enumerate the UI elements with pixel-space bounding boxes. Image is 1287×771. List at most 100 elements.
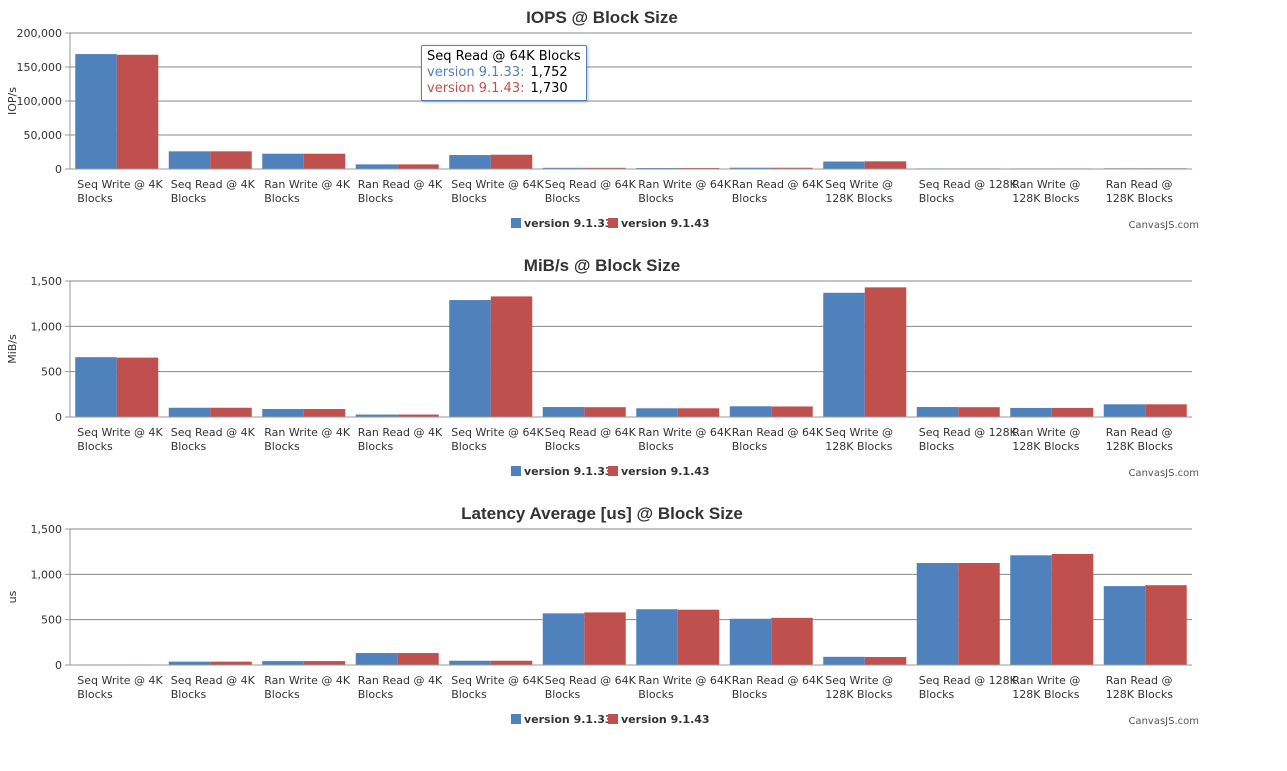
x-tick-label: Ran Read @ bbox=[1106, 426, 1173, 439]
bar bbox=[729, 167, 772, 169]
x-tick-label: Blocks bbox=[919, 440, 955, 453]
x-tick-label: Blocks bbox=[264, 440, 300, 453]
x-tick-label: Seq Write @ 64K bbox=[451, 674, 544, 687]
y-tick-label: 1,500 bbox=[31, 523, 63, 536]
bar bbox=[864, 657, 907, 665]
bar bbox=[1103, 586, 1146, 665]
x-tick-label: Seq Read @ 4K bbox=[171, 674, 256, 687]
bar bbox=[490, 296, 533, 417]
bar bbox=[584, 612, 626, 665]
legend-label: version 9.1.33 bbox=[524, 465, 613, 478]
x-tick-label: Ran Read @ 64K bbox=[732, 178, 824, 191]
x-tick-label: Ran Write @ 64K bbox=[638, 426, 732, 439]
bar bbox=[397, 164, 439, 169]
y-tick-label: 0 bbox=[55, 411, 62, 424]
bar bbox=[355, 164, 398, 169]
bar bbox=[958, 407, 1000, 417]
bar bbox=[729, 618, 772, 665]
bar bbox=[1010, 555, 1052, 665]
x-tick-label: Blocks bbox=[451, 192, 487, 205]
x-tick-label: Blocks bbox=[638, 688, 674, 701]
bar bbox=[210, 661, 252, 665]
bar bbox=[823, 161, 865, 169]
bar bbox=[210, 407, 252, 417]
x-tick-label: Blocks bbox=[919, 688, 955, 701]
x-tick-label: Blocks bbox=[77, 688, 113, 701]
x-tick-label: Ran Read @ 4K bbox=[358, 178, 443, 191]
x-tick-label: Seq Write @ 64K bbox=[451, 426, 544, 439]
x-tick-label: Seq Write @ 4K bbox=[77, 426, 163, 439]
bar bbox=[449, 660, 491, 665]
x-tick-label: Ran Write @ 64K bbox=[638, 178, 732, 191]
bar bbox=[397, 653, 439, 665]
x-tick-label: 128K Blocks bbox=[825, 440, 892, 453]
x-tick-label: Ran Write @ bbox=[1012, 178, 1080, 191]
x-tick-label: Seq Read @ 64K bbox=[545, 426, 637, 439]
y-tick-label: 150,000 bbox=[17, 61, 63, 74]
chart-title: IOPS @ Block Size bbox=[526, 8, 678, 27]
legend-label: version 9.1.33 bbox=[524, 713, 613, 726]
chart-svg: IOPS @ Block Size IOP/s 0 50,000 100,000 150,… bbox=[6, 8, 1199, 231]
x-tick-label: Blocks bbox=[264, 192, 300, 205]
bar bbox=[449, 300, 491, 417]
x-tick-label: Blocks bbox=[171, 688, 207, 701]
y-tick-label: 1,000 bbox=[31, 320, 63, 333]
x-tick-label: 128K Blocks bbox=[825, 192, 892, 205]
x-tick-label: Ran Read @ 4K bbox=[358, 426, 443, 439]
x-tick-label: Blocks bbox=[545, 688, 581, 701]
bar bbox=[542, 167, 585, 169]
x-tick-label: Seq Read @ 64K bbox=[545, 178, 637, 191]
bar bbox=[116, 54, 159, 170]
tooltip-series-1-value: 1,752 bbox=[530, 65, 568, 80]
bar bbox=[303, 153, 346, 169]
x-tick-label: 128K Blocks bbox=[1012, 192, 1079, 205]
x-tick-label: Ran Write @ 4K bbox=[264, 426, 351, 439]
y-tick-label: 50,000 bbox=[24, 129, 63, 142]
legend-swatch bbox=[511, 466, 521, 476]
x-tick-label: Ran Write @ bbox=[1012, 426, 1080, 439]
x-tick-label: Ran Read @ bbox=[1106, 674, 1173, 687]
x-tick-label: Seq Write @ bbox=[825, 426, 893, 439]
bar bbox=[449, 155, 491, 169]
x-tick-label: Seq Write @ 4K bbox=[77, 178, 163, 191]
bar bbox=[771, 167, 813, 169]
x-tick-label: Blocks bbox=[732, 440, 768, 453]
bar bbox=[210, 151, 252, 169]
chart-svg: MiB/s @ Block Size MiB/s 0 500 1,000 1,500 Seq… bbox=[6, 256, 1199, 479]
bar bbox=[542, 613, 585, 665]
bar bbox=[864, 161, 907, 169]
y-tick-label: 0 bbox=[55, 659, 62, 672]
tooltip-title: Seq Read @ 64K Blocks bbox=[427, 49, 581, 64]
tooltip-row-series-2: version 9.1.43: 1,730 bbox=[427, 81, 581, 97]
x-tick-label: 128K Blocks bbox=[1106, 440, 1173, 453]
y-tick-label: 500 bbox=[41, 366, 62, 379]
bar bbox=[677, 609, 720, 665]
x-tick-label: Ran Read @ bbox=[1106, 178, 1173, 191]
bar bbox=[916, 407, 959, 417]
bar bbox=[397, 414, 439, 417]
x-tick-label: Seq Read @ 4K bbox=[171, 178, 256, 191]
x-tick-label: Seq Read @ 64K bbox=[545, 674, 637, 687]
y-tick-label: 500 bbox=[41, 614, 62, 627]
bar bbox=[823, 656, 865, 665]
bar bbox=[636, 408, 678, 417]
bar bbox=[168, 407, 211, 417]
chart-svg: Latency Average [us] @ Block Size us 0 500 1… bbox=[6, 504, 1199, 727]
bar bbox=[584, 407, 626, 417]
bar bbox=[864, 287, 907, 417]
x-tick-label: Ran Read @ 64K bbox=[732, 426, 824, 439]
bar bbox=[355, 653, 398, 665]
x-tick-label: Seq Read @ 128K bbox=[919, 178, 1018, 191]
x-tick-label: Ran Read @ 64K bbox=[732, 674, 824, 687]
bar bbox=[168, 661, 211, 665]
watermark: CanvasJS.com bbox=[1128, 220, 1199, 231]
x-tick-label: Blocks bbox=[732, 192, 768, 205]
bar bbox=[771, 617, 813, 665]
bar bbox=[584, 167, 626, 169]
chart-title: MiB/s @ Block Size bbox=[524, 256, 680, 275]
bar bbox=[75, 54, 117, 169]
x-tick-label: Blocks bbox=[358, 440, 394, 453]
mibs-chart: MiB/s @ Block Size MiB/s 0 500 1,000 1,500 Seq… bbox=[0, 248, 1287, 496]
legend-label: version 9.1.43 bbox=[621, 217, 710, 230]
y-tick-label: 1,000 bbox=[31, 568, 63, 581]
